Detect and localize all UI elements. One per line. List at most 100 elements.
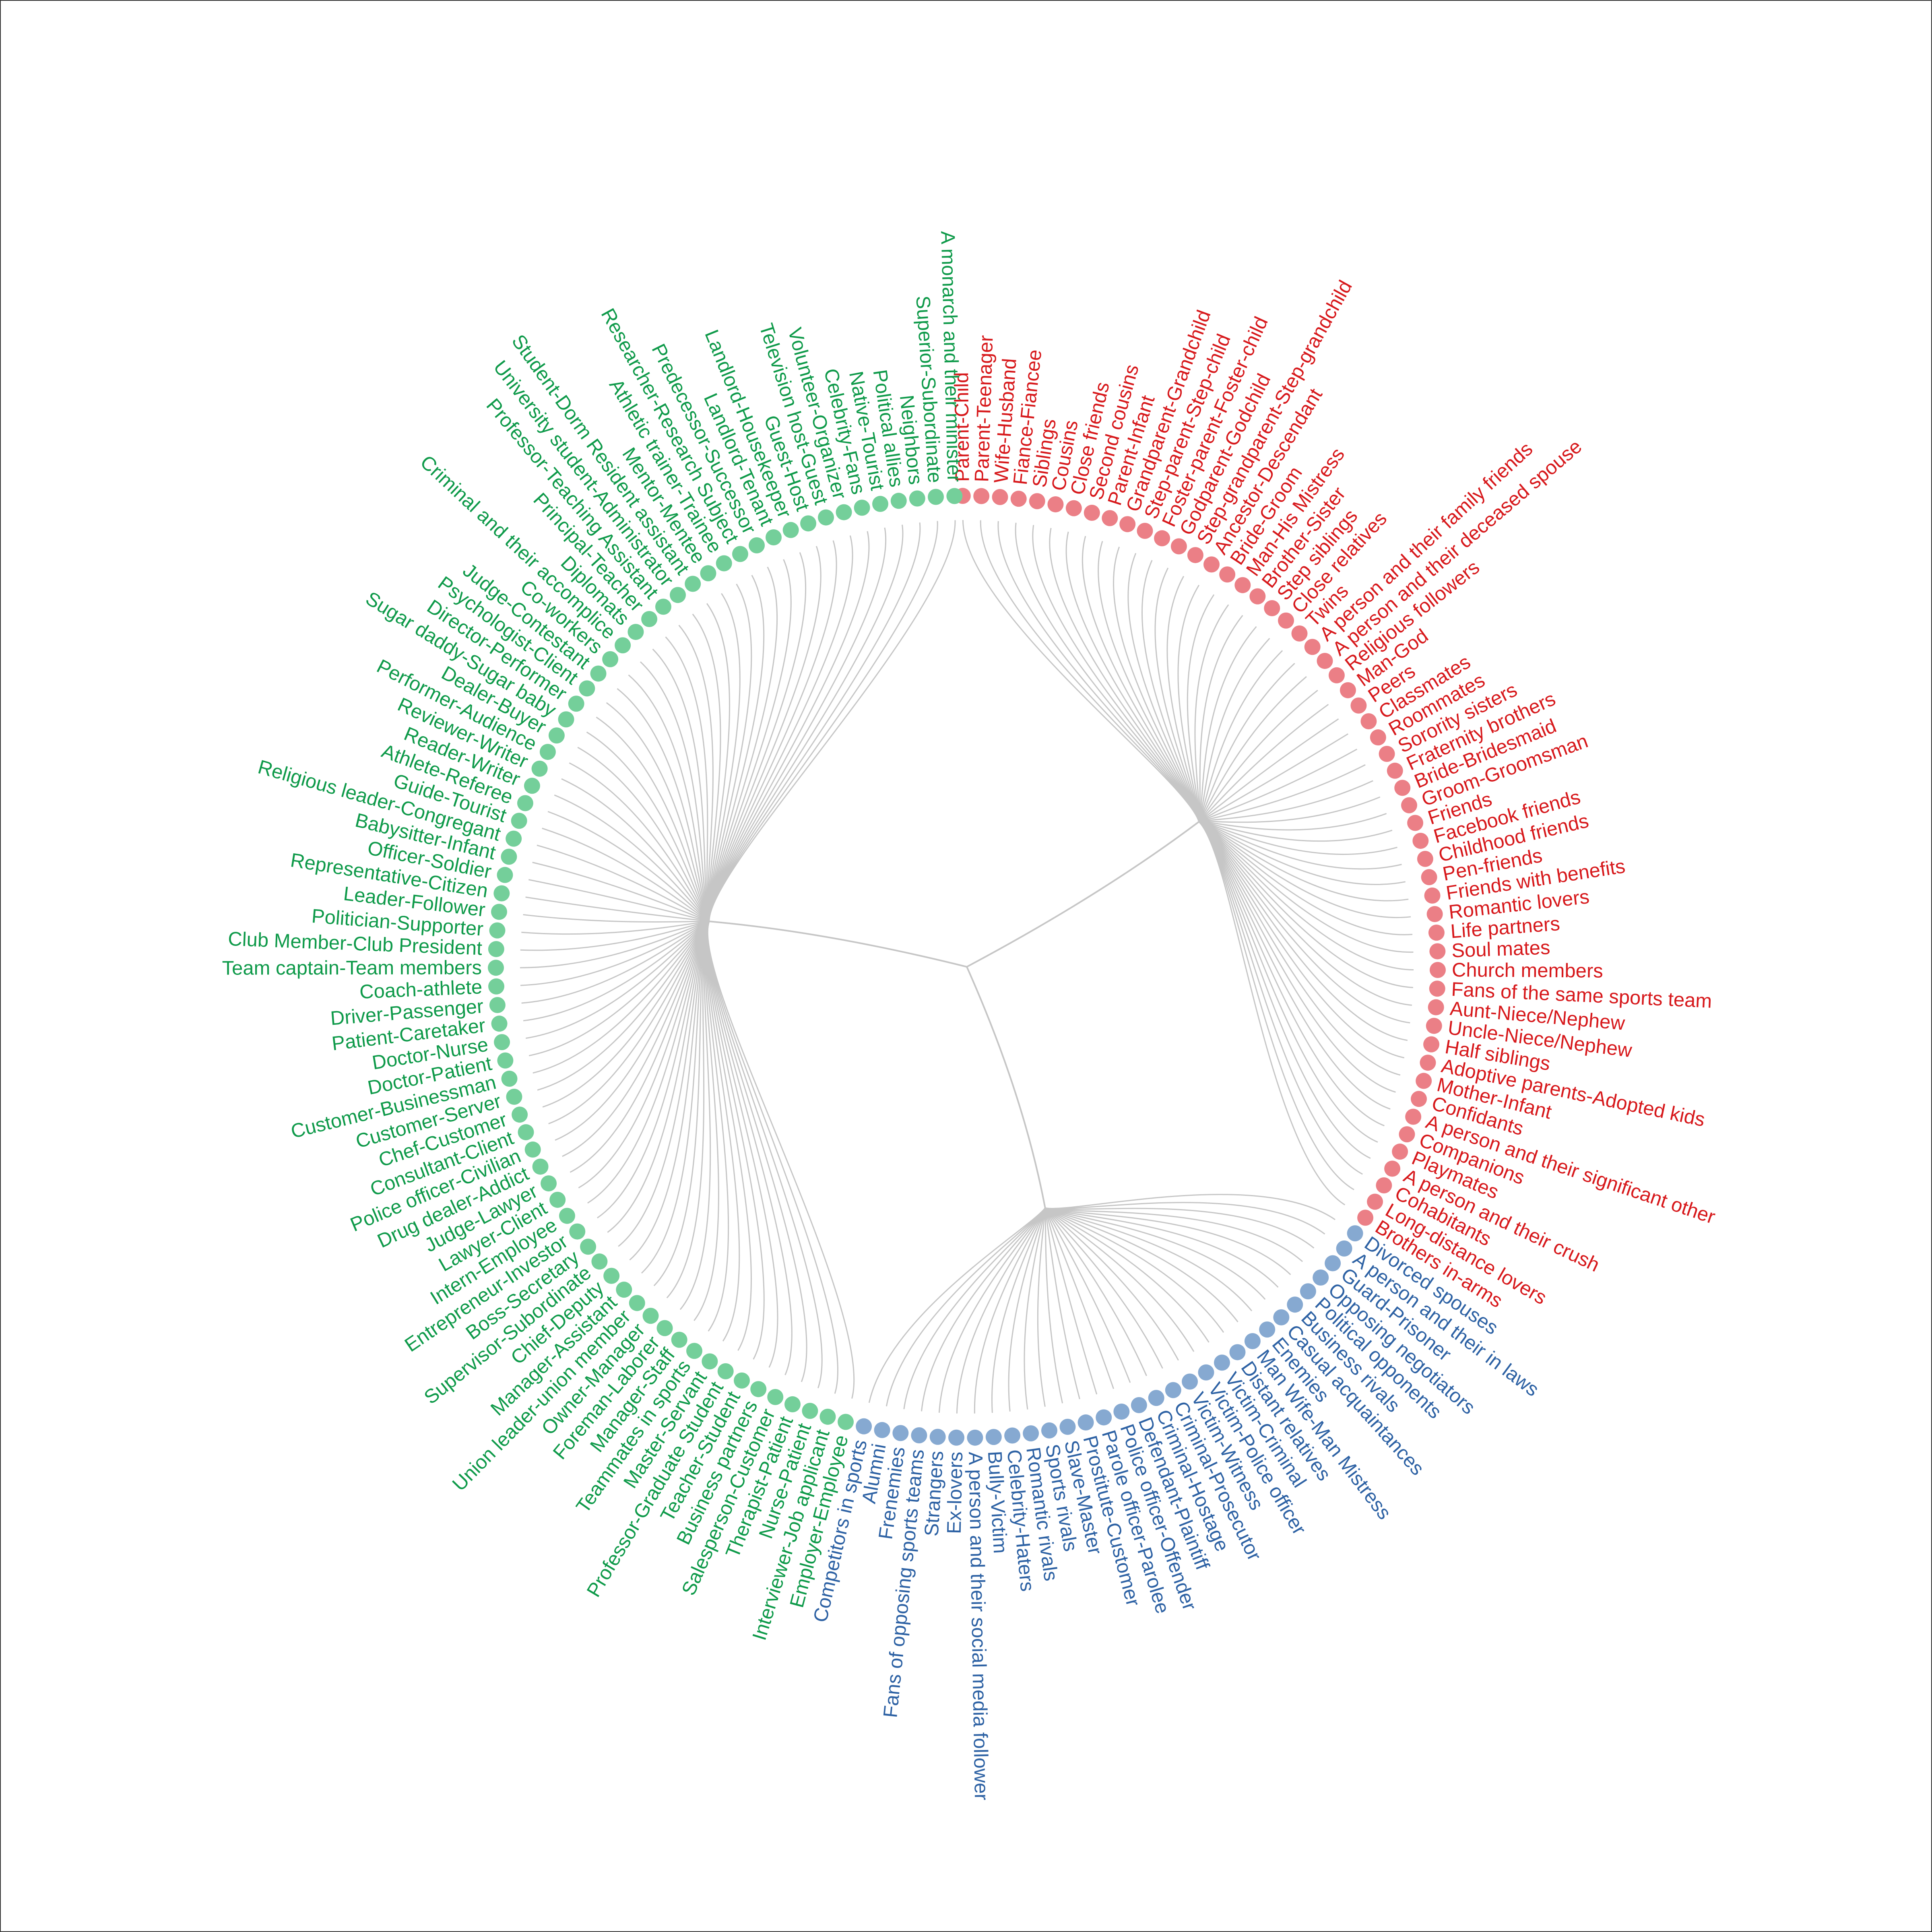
leaf-dot xyxy=(716,555,732,572)
leaf-branch xyxy=(607,921,710,1233)
leaf-branch xyxy=(706,921,778,1368)
leaf-branch xyxy=(1198,821,1401,1076)
leaf-dot xyxy=(1423,1036,1440,1053)
leaf-dot xyxy=(685,576,701,592)
leaf-branch xyxy=(980,520,1200,822)
leaf-dot xyxy=(501,848,517,865)
leaf-branch xyxy=(1199,764,1366,823)
leaf-dot xyxy=(872,495,889,512)
leaf-dot xyxy=(1317,652,1333,669)
leaf-dot xyxy=(558,711,574,728)
leaf-branch xyxy=(1198,821,1412,1006)
leaf-dot xyxy=(1416,1073,1432,1089)
leaf-label: Coach-athlete xyxy=(359,976,483,1003)
leaf-dot xyxy=(616,1282,632,1298)
leaf-branch xyxy=(708,524,904,922)
leaf-branch xyxy=(1198,733,1348,822)
leaf-branch xyxy=(1154,568,1200,822)
leaf-branch xyxy=(1198,821,1363,1175)
leaf-branch xyxy=(1113,547,1200,822)
leaf-dot xyxy=(1412,832,1429,849)
leaf-branch xyxy=(1199,796,1381,823)
leaf-dot xyxy=(493,885,510,902)
leaf-branch xyxy=(1198,821,1410,1024)
leaf-branch xyxy=(532,862,710,922)
leaf-dot xyxy=(568,696,584,712)
leaf-branch xyxy=(1049,528,1200,822)
leaf-dot xyxy=(602,651,619,667)
leaf-dot xyxy=(1336,1240,1352,1257)
leaf-dot xyxy=(580,1238,597,1255)
leaf-branch xyxy=(707,921,855,1399)
leaf-branch xyxy=(665,636,710,922)
leaf-dot xyxy=(1065,500,1082,516)
leaf-dot xyxy=(1428,999,1444,1016)
leaf-dot xyxy=(1004,1427,1021,1444)
leaf-branch xyxy=(956,1208,1046,1414)
leaf-dot xyxy=(874,1422,890,1438)
leaf-dot xyxy=(985,1429,1002,1445)
leaf-dot xyxy=(767,1389,784,1405)
leaf-dot xyxy=(1165,1382,1181,1398)
leaf-dot xyxy=(1325,1255,1341,1271)
leaf-dot xyxy=(948,1429,965,1446)
leaf-dot xyxy=(1424,887,1441,904)
leaf-dot xyxy=(1214,1354,1230,1371)
leaf-branch xyxy=(1044,1208,1080,1399)
leaf-dot xyxy=(1278,612,1294,629)
leaf-dot xyxy=(531,760,548,777)
leaf-branch xyxy=(708,527,886,922)
leaf-branch xyxy=(1045,1207,1303,1262)
leaf-dot xyxy=(717,1363,734,1379)
leaf-branch xyxy=(596,716,710,922)
leaf-dot xyxy=(749,537,765,553)
leaf-dot xyxy=(518,1124,534,1140)
leaf-branch xyxy=(1045,1207,1315,1249)
leaf-branch xyxy=(528,921,710,1057)
leaf-branch xyxy=(1199,821,1413,935)
leaf-dot xyxy=(1259,1321,1276,1338)
leaf-dot xyxy=(732,546,748,562)
leaf-branch xyxy=(555,921,710,1141)
leaf-branch xyxy=(542,828,710,922)
leaf-dot xyxy=(1249,588,1266,605)
leaf-dot xyxy=(1387,762,1403,779)
leaf-dot xyxy=(1244,1333,1261,1350)
leaf-branch xyxy=(1098,541,1200,822)
leaf-dot xyxy=(1401,797,1417,813)
leaf-branch xyxy=(708,584,752,922)
leaf-label: Team captain-Team members xyxy=(222,957,482,979)
leaf-dot xyxy=(615,637,631,654)
leaf-dot xyxy=(1119,516,1136,533)
leaf-branch xyxy=(1199,813,1387,831)
leaf-dot xyxy=(1384,1160,1401,1177)
leaf-dot xyxy=(909,490,925,507)
leaf-dot xyxy=(1137,522,1153,539)
leaf-dot xyxy=(702,1353,718,1370)
leaf-branch xyxy=(628,674,710,922)
leaf-branch xyxy=(537,844,710,922)
leaf-branch xyxy=(523,921,710,1022)
leaf-branch xyxy=(1198,638,1270,822)
leaf-branch xyxy=(1187,594,1215,822)
leaf-dot xyxy=(641,611,658,627)
leaf-branch xyxy=(653,921,710,1286)
leaf-dot xyxy=(1029,493,1045,510)
leaf-branch xyxy=(1044,1208,1195,1352)
leaf-dot xyxy=(1428,925,1445,941)
leaf-branch xyxy=(708,521,938,922)
leaf-branch xyxy=(525,896,710,922)
leaf-branch xyxy=(1198,650,1283,822)
leaf-dot xyxy=(1376,1177,1392,1193)
leaf-label: Parent-Teenager xyxy=(971,335,997,483)
leaf-dot xyxy=(765,529,782,545)
leaf-branch xyxy=(1198,615,1243,822)
leaf-dot xyxy=(655,599,671,615)
leaf-branch xyxy=(1024,1208,1046,1410)
leaf-branch xyxy=(1198,821,1405,1059)
leaf-branch xyxy=(587,921,710,1204)
leaf-branch xyxy=(708,520,956,922)
leaf-branch xyxy=(708,540,837,922)
trunk-branch xyxy=(966,821,1199,968)
